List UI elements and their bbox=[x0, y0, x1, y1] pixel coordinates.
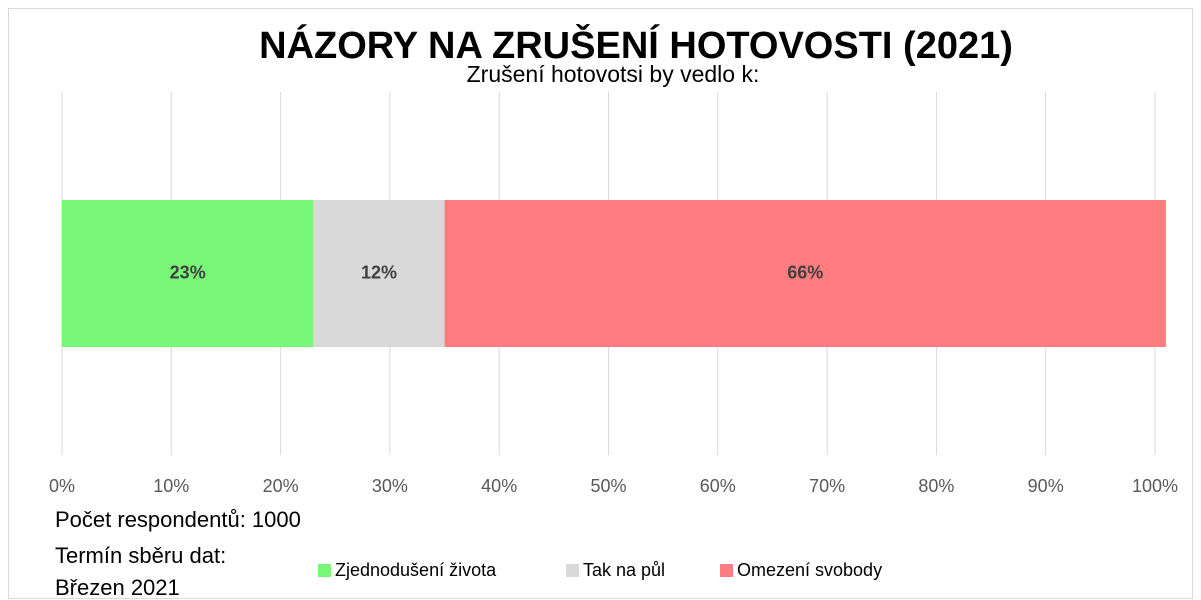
x-tick-label: 30% bbox=[372, 476, 408, 496]
x-tick-label: 60% bbox=[700, 476, 736, 496]
annotation: Březen 2021 bbox=[55, 575, 180, 600]
x-tick-label: 0% bbox=[49, 476, 75, 496]
bar-segment bbox=[444, 200, 1166, 347]
data-label: 23% bbox=[170, 262, 206, 282]
legend-label: Omezení svobody bbox=[737, 560, 882, 580]
x-tick-label: 90% bbox=[1028, 476, 1064, 496]
x-tick-label: 50% bbox=[590, 476, 626, 496]
x-tick-label: 40% bbox=[481, 476, 517, 496]
annotation: Počet respondentů: 1000 bbox=[55, 507, 301, 532]
chart-title: NÁZORY NA ZRUŠENÍ HOTOVOSTI (2021) bbox=[259, 22, 1013, 67]
x-tick-label: 10% bbox=[153, 476, 189, 496]
legend-label: Tak na půl bbox=[583, 560, 665, 580]
x-tick-label: 80% bbox=[918, 476, 954, 496]
legend-label: Zjednodušení života bbox=[335, 560, 497, 580]
data-label: 66% bbox=[787, 262, 823, 282]
chart-subtitle: Zrušení hotovotsi by vedlo k: bbox=[467, 61, 760, 87]
x-tick-label: 70% bbox=[809, 476, 845, 496]
data-label: 12% bbox=[361, 262, 397, 282]
legend-swatch bbox=[566, 564, 579, 577]
bar-segment bbox=[313, 200, 445, 347]
legend-swatch bbox=[318, 564, 331, 577]
annotation: Termín sběru dat: bbox=[55, 543, 226, 568]
bar-segment bbox=[62, 200, 314, 347]
x-tick-label: 20% bbox=[263, 476, 299, 496]
x-tick-label: 100% bbox=[1132, 476, 1178, 496]
legend-swatch bbox=[720, 564, 733, 577]
